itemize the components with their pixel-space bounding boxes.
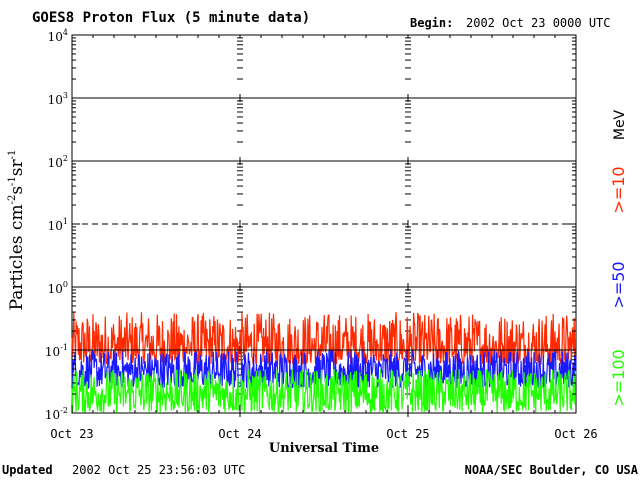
series-line-1 — [71, 349, 577, 390]
y-tick-label-6: 104 — [48, 28, 68, 44]
legend-ge100: >=100 — [609, 349, 628, 406]
begin-value: 2002 Oct 23 0000 UTC — [466, 16, 611, 30]
credit: NOAA/SEC Boulder, CO USA — [465, 463, 639, 477]
y-axis: 10-2 10-1 100 101 102 103 104 — [45, 28, 576, 422]
x-axis: Oct 23 Oct 24 Oct 25 Oct 26 — [50, 35, 598, 441]
x-tick-label-2: Oct 25 — [386, 427, 429, 441]
x-tick-label-0: Oct 23 — [50, 427, 93, 441]
x-tick-label-3: Oct 26 — [554, 427, 597, 441]
begin-label: Begin: — [410, 16, 453, 30]
updated-value: 2002 Oct 25 23:56:03 UTC — [72, 463, 245, 477]
legend-ge50: >=50 — [609, 261, 628, 308]
x-axis-title: Universal Time — [269, 441, 379, 456]
y-tick-label-3: 101 — [48, 217, 68, 233]
y-tick-label-0: 10-2 — [45, 406, 68, 422]
legend-ge10: >=10 — [609, 166, 628, 213]
y-axis-title: Particles cm-2s-1sr-1 — [7, 150, 27, 311]
series-layer — [71, 312, 577, 415]
unit-label: MeV — [612, 109, 628, 140]
y-tick-label-1: 10-1 — [45, 343, 68, 359]
y-tick-label-4: 102 — [48, 154, 68, 170]
x-tick-label-1: Oct 24 — [218, 427, 261, 441]
series-line-2 — [71, 368, 577, 415]
chart-title: GOES8 Proton Flux (5 minute data) — [32, 10, 310, 26]
y-tick-label-2: 100 — [48, 280, 68, 296]
updated-label: Updated — [2, 463, 53, 477]
y-tick-label-5: 103 — [48, 91, 68, 107]
